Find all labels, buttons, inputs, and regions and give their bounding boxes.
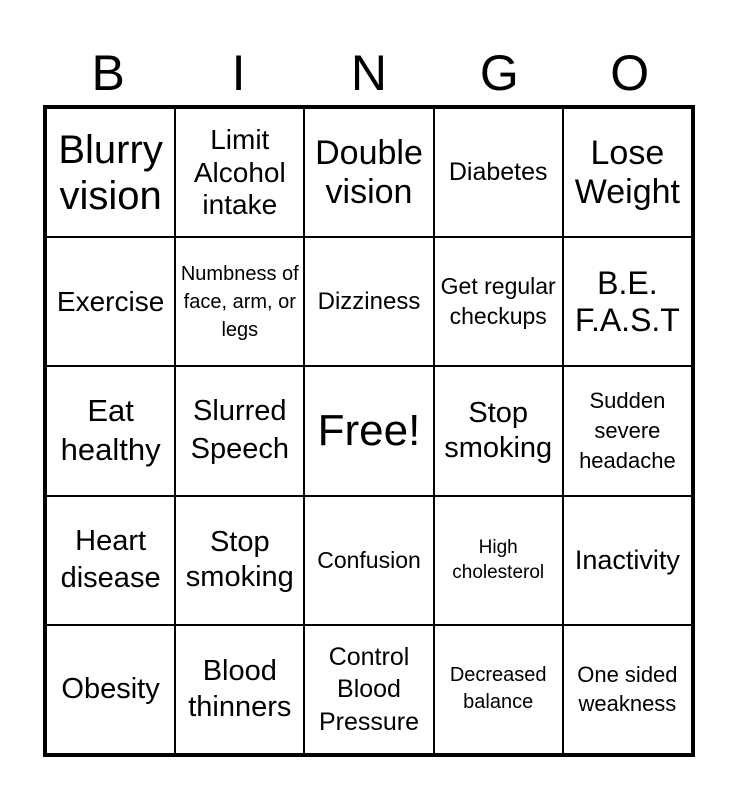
header-letter-b: B — [91, 45, 125, 101]
bingo-cell: Lose Weight — [562, 108, 692, 238]
bingo-cell: Dizziness — [304, 237, 434, 367]
bingo-cell: Stop smoking — [175, 495, 305, 625]
bingo-cell: One sided weakness — [562, 624, 692, 754]
bingo-grid: Blurry vision Limit Alcohol intake Doubl… — [43, 105, 695, 757]
bingo-cell: Get regular checkups — [433, 237, 563, 367]
bingo-cell: Numbness of face, arm, or legs — [175, 237, 305, 367]
bingo-cell: Diabetes — [433, 108, 563, 238]
bingo-cell: Blurry vision — [46, 108, 176, 238]
bingo-cell: Sudden severe headache — [562, 366, 692, 496]
bingo-cell: High cholesterol — [433, 495, 563, 625]
bingo-cell: Exercise — [46, 237, 176, 367]
bingo-cell: Control Blood Pressure — [304, 624, 434, 754]
bingo-cell: Decreased balance — [433, 624, 563, 754]
bingo-cell: Eat healthy — [46, 366, 176, 496]
bingo-cell: Confusion — [304, 495, 434, 625]
free-space: Free! — [304, 366, 434, 496]
bingo-cell: Double vision — [304, 108, 434, 238]
bingo-cell: B.E. F.A.S.T — [562, 237, 692, 367]
bingo-cell: Obesity — [46, 624, 176, 754]
bingo-cell: Stop smoking — [433, 366, 563, 496]
header-letter-n: N — [350, 45, 388, 101]
header-letter-o: O — [610, 45, 650, 101]
bingo-header: B I N G O — [43, 42, 695, 104]
header-letter-g: G — [479, 45, 519, 101]
header-letter-i: I — [231, 45, 246, 101]
bingo-cell: Heart disease — [46, 495, 176, 625]
bingo-cell: Inactivity — [562, 495, 692, 625]
bingo-cell: Limit Alcohol intake — [175, 108, 305, 238]
bingo-cell: Blood thinners — [175, 624, 305, 754]
bingo-cell: Slurred Speech — [175, 366, 305, 496]
